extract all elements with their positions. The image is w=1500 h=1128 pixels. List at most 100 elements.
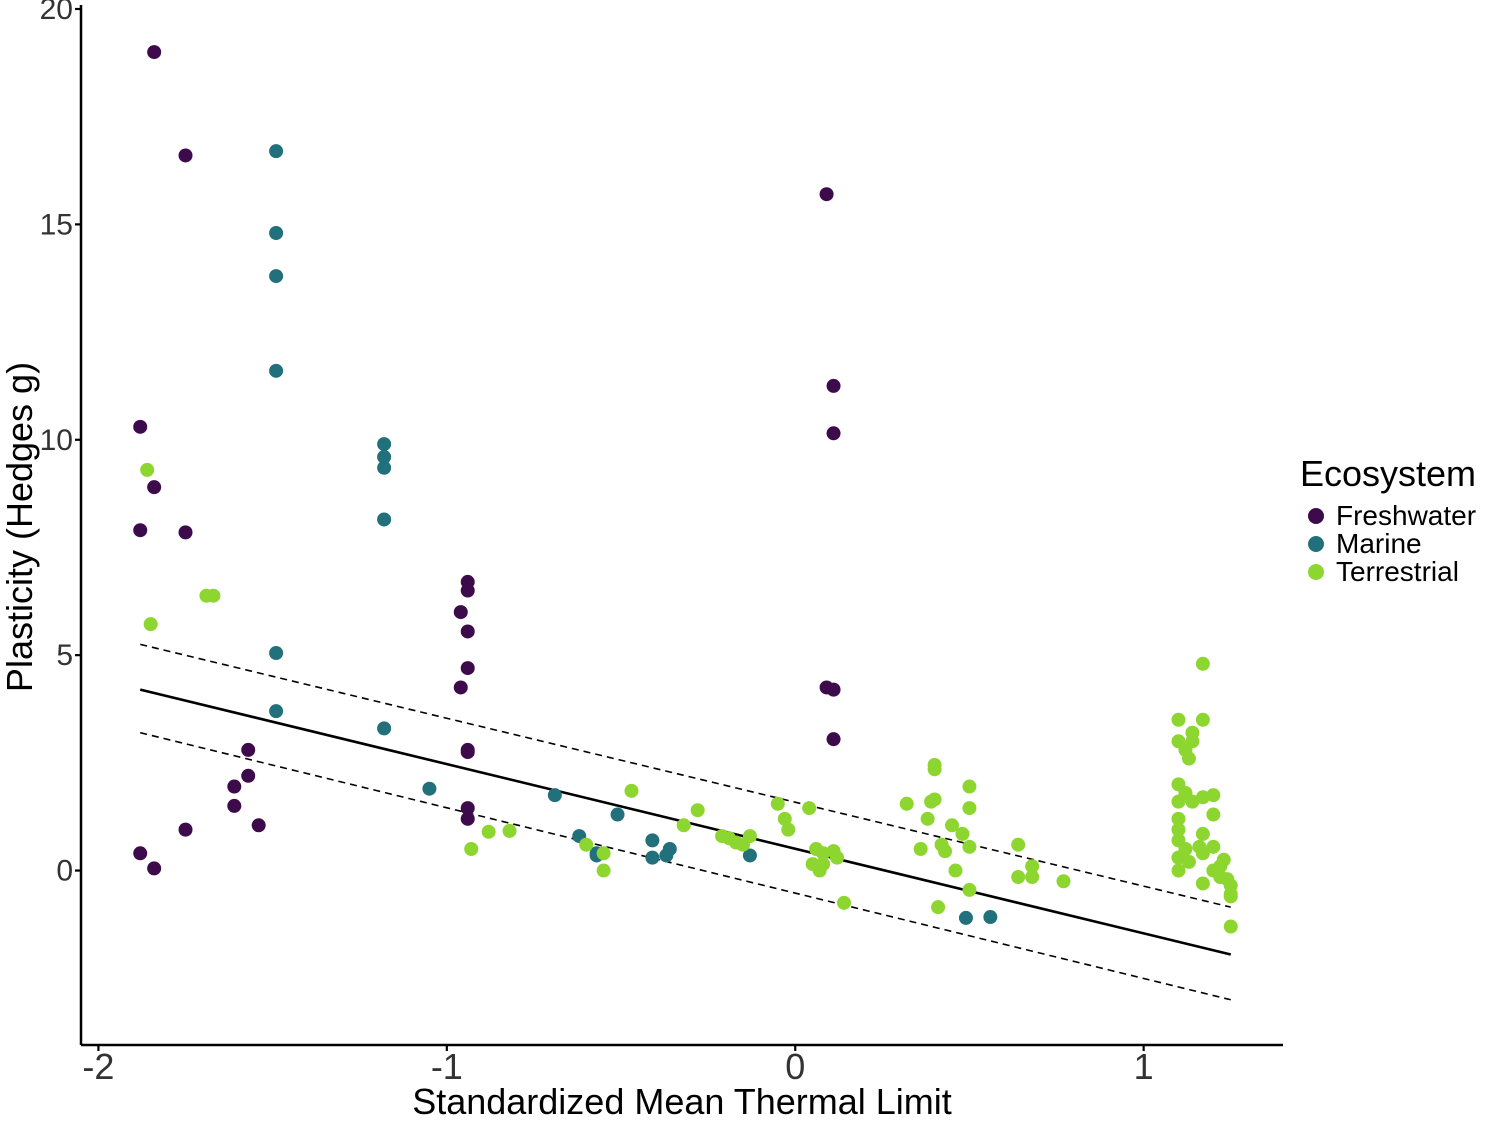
point-freshwater	[133, 846, 148, 861]
point-terrestrial	[596, 863, 611, 878]
legend-label-terrestrial: Terrestrial	[1336, 556, 1459, 587]
point-freshwater	[460, 801, 475, 816]
legend-item-freshwater: Freshwater	[1300, 500, 1495, 531]
point-marine	[269, 363, 284, 378]
x-tick-label: 0	[785, 1046, 805, 1087]
series-terrestrial	[140, 462, 1238, 934]
point-terrestrial	[1216, 852, 1231, 867]
point-terrestrial	[1195, 826, 1210, 841]
point-freshwater	[460, 811, 475, 826]
point-marine	[983, 910, 998, 925]
y-tick-label: 10	[40, 424, 73, 457]
point-terrestrial	[945, 818, 960, 833]
point-marine	[269, 704, 284, 719]
legend-item-terrestrial: Terrestrial	[1300, 556, 1495, 587]
point-freshwater	[826, 732, 841, 747]
point-terrestrial	[802, 801, 817, 816]
point-terrestrial	[1011, 837, 1026, 852]
point-terrestrial	[1171, 863, 1186, 878]
point-freshwater	[147, 45, 162, 60]
point-freshwater	[460, 745, 475, 760]
point-freshwater	[227, 779, 242, 794]
point-freshwater	[227, 798, 242, 813]
point-terrestrial	[1195, 712, 1210, 727]
point-terrestrial	[1195, 656, 1210, 671]
point-terrestrial	[1223, 889, 1238, 904]
point-terrestrial	[690, 803, 705, 818]
y-axis-title: Plasticity (Hedges g)	[0, 362, 40, 692]
point-freshwater	[826, 426, 841, 441]
series-freshwater	[133, 45, 841, 876]
point-terrestrial	[676, 818, 691, 833]
point-marine	[269, 226, 284, 240]
x-tick-label: -2	[82, 1046, 114, 1087]
legend-item-marine: Marine	[1300, 528, 1495, 559]
axes: 0 5 10 15 20 -2 -1 0 1	[40, 0, 1283, 1087]
legend: Ecosystem Freshwater Marine Terrestrial	[1300, 452, 1495, 587]
point-freshwater	[826, 378, 841, 393]
point-terrestrial	[1206, 788, 1221, 803]
legend-key-terrestrial	[1308, 564, 1324, 580]
point-terrestrial	[1178, 842, 1193, 856]
point-terrestrial	[502, 823, 517, 838]
point-terrestrial	[899, 796, 914, 811]
point-terrestrial	[1056, 874, 1071, 889]
legend-label-marine: Marine	[1336, 528, 1422, 559]
legend-label-freshwater: Freshwater	[1336, 500, 1477, 531]
data-points	[133, 45, 1238, 934]
point-marine	[645, 850, 660, 865]
point-freshwater	[178, 822, 193, 837]
point-terrestrial	[1195, 846, 1210, 861]
point-freshwater	[453, 605, 468, 620]
point-terrestrial	[830, 850, 845, 865]
point-terrestrial	[596, 846, 611, 861]
point-terrestrial	[816, 846, 831, 861]
point-terrestrial	[931, 900, 946, 915]
point-terrestrial	[816, 857, 831, 872]
point-marine	[377, 450, 392, 464]
x-axis-ticks: -2 -1 0 1	[82, 1045, 1154, 1087]
point-terrestrial	[837, 895, 852, 910]
point-marine	[377, 512, 392, 527]
point-freshwater	[453, 680, 468, 695]
point-terrestrial	[913, 842, 928, 856]
point-marine	[377, 721, 392, 736]
point-freshwater	[460, 583, 475, 598]
point-marine	[662, 842, 677, 856]
point-terrestrial	[1171, 822, 1186, 837]
point-terrestrial	[1181, 854, 1196, 869]
point-terrestrial	[1195, 876, 1210, 891]
point-marine	[269, 144, 284, 159]
point-marine	[958, 910, 973, 925]
legend-key-freshwater	[1308, 508, 1324, 524]
point-terrestrial	[1011, 870, 1026, 884]
point-terrestrial	[962, 801, 977, 816]
point-marine	[269, 646, 284, 660]
point-marine	[547, 788, 562, 803]
legend-title: Ecosystem	[1300, 453, 1477, 494]
point-terrestrial	[962, 839, 977, 854]
point-terrestrial	[579, 837, 594, 852]
point-freshwater	[147, 861, 162, 876]
series-marine	[269, 144, 998, 925]
y-tick-label: 15	[40, 208, 73, 241]
y-tick-label: 5	[56, 639, 73, 672]
point-terrestrial	[464, 842, 479, 856]
y-tick-label: 20	[40, 0, 73, 26]
x-tick-label: 1	[1134, 1046, 1154, 1087]
point-terrestrial	[206, 588, 221, 603]
point-freshwater	[133, 523, 148, 538]
point-marine	[422, 781, 437, 796]
point-freshwater	[147, 480, 162, 495]
point-terrestrial	[140, 462, 155, 477]
point-freshwater	[241, 768, 256, 783]
point-freshwater	[826, 682, 841, 697]
point-terrestrial	[1181, 751, 1196, 766]
point-terrestrial	[1185, 734, 1200, 749]
point-freshwater	[251, 818, 266, 833]
point-terrestrial	[742, 829, 757, 844]
point-terrestrial	[1025, 870, 1040, 884]
point-terrestrial	[1025, 859, 1040, 874]
point-freshwater	[819, 187, 834, 202]
